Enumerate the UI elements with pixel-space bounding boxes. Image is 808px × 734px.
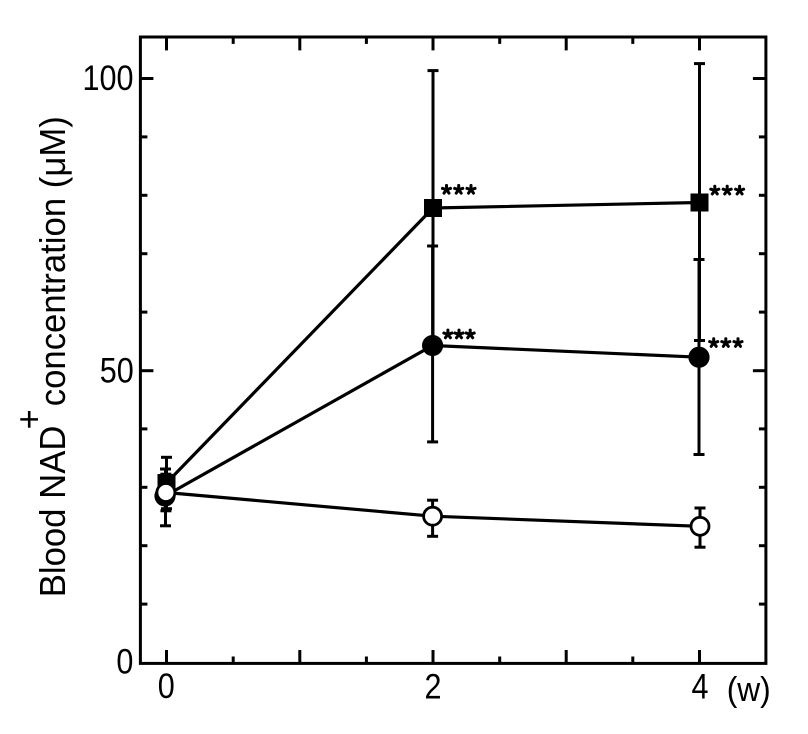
svg-text:50: 50 bbox=[100, 352, 134, 391]
svg-text:4: 4 bbox=[692, 668, 709, 707]
svg-text:2: 2 bbox=[425, 668, 442, 707]
svg-text:(w): (w) bbox=[727, 671, 771, 709]
svg-text:Blood NAD+concentration (μM): Blood NAD+concentration (μM) bbox=[9, 116, 73, 597]
svg-text:100: 100 bbox=[83, 59, 134, 98]
svg-text:0: 0 bbox=[116, 643, 133, 682]
svg-text:0: 0 bbox=[158, 667, 175, 706]
